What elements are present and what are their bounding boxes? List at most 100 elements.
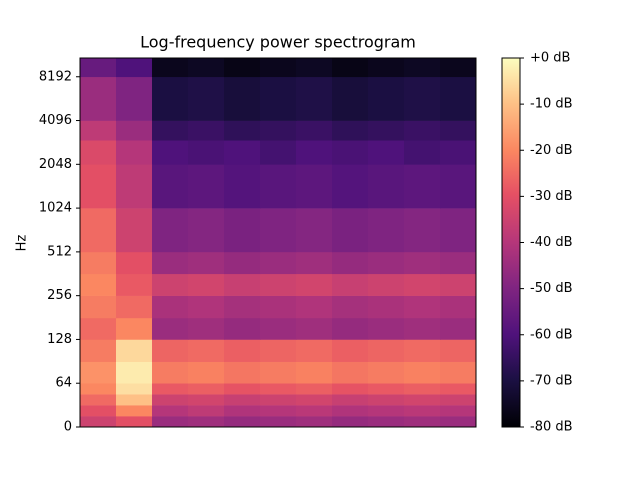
heatmap-cell [440, 58, 477, 78]
colorbar-tick-label: -50 dB [530, 281, 573, 296]
heatmap-cell [368, 416, 405, 428]
heatmap-cell [116, 361, 153, 384]
heatmap-cell [152, 164, 189, 209]
heatmap-cell [368, 273, 405, 296]
y-tick-label: 4096 [39, 113, 72, 128]
heatmap-cell [260, 394, 297, 406]
heatmap-cell [440, 76, 477, 121]
heatmap-cell [440, 394, 477, 406]
heatmap-cell [188, 317, 225, 340]
heatmap-cell [224, 140, 261, 165]
heatmap-cell [224, 394, 261, 406]
heatmap-cell [404, 76, 441, 121]
heatmap-cell [404, 251, 441, 275]
heatmap-cell [332, 416, 369, 428]
heatmap-cell [296, 361, 333, 384]
heatmap-cell [188, 295, 225, 319]
heatmap-cell [152, 383, 189, 395]
heatmap-cell [80, 394, 117, 406]
heatmap-cell [188, 383, 225, 395]
heatmap-cell [368, 339, 405, 362]
heatmap-cell [332, 295, 369, 319]
heatmap-cell [296, 339, 333, 362]
heatmap-cell [368, 164, 405, 209]
heatmap-cell [368, 383, 405, 395]
heatmap-cell [296, 295, 333, 319]
heatmap-cell [296, 416, 333, 428]
heatmap-cell [224, 76, 261, 121]
heatmap-cell [224, 251, 261, 275]
heatmap-cell [404, 273, 441, 296]
heatmap-cell [80, 405, 117, 417]
heatmap-cell [80, 416, 117, 428]
y-axis-label: Hz [15, 235, 30, 252]
heatmap-cell [116, 273, 153, 296]
heatmap-cell [440, 140, 477, 165]
heatmap-cell [368, 58, 405, 78]
heatmap-cell [152, 361, 189, 384]
heatmap-cell [260, 120, 297, 141]
heatmap-cell [332, 273, 369, 296]
y-tick-label: 2048 [39, 157, 72, 172]
heatmap-cell [440, 273, 477, 296]
heatmap-cell [188, 405, 225, 417]
heatmap-cell [116, 383, 153, 395]
heatmap-cell [296, 405, 333, 417]
heatmap-cell [404, 295, 441, 319]
y-tick-label: 128 [47, 332, 72, 347]
heatmap-cell [296, 317, 333, 340]
heatmap-cell [332, 383, 369, 395]
heatmap-cell [260, 164, 297, 209]
heatmap-cell [116, 76, 153, 121]
heatmap-cell [152, 339, 189, 362]
y-tick-label: 64 [55, 376, 72, 391]
heatmap-cell [116, 416, 153, 428]
heatmap-cell [260, 140, 297, 165]
heatmap-cell [404, 405, 441, 417]
heatmap-cell [188, 140, 225, 165]
heatmap-cell [368, 208, 405, 253]
heatmap-cell [260, 251, 297, 275]
heatmap-cell [188, 164, 225, 209]
heatmap-cell [440, 208, 477, 253]
heatmap-cell [404, 361, 441, 384]
heatmap-cell [224, 405, 261, 417]
heatmap-cell [188, 120, 225, 141]
heatmap-cell [80, 317, 117, 340]
heatmap-cell [116, 295, 153, 319]
heatmap-cell [224, 273, 261, 296]
chart-title: Log-frequency power spectrogram [140, 33, 416, 52]
heatmap-cell [404, 339, 441, 362]
heatmap-cell [152, 295, 189, 319]
y-tick-label: 1024 [39, 201, 72, 216]
heatmap-cell [188, 58, 225, 78]
heatmap-cell [440, 164, 477, 209]
heatmap-cell [80, 120, 117, 141]
heatmap-cell [116, 58, 153, 78]
y-tick-label: 8192 [39, 69, 72, 84]
heatmap-cell [152, 273, 189, 296]
heatmap-cell [368, 295, 405, 319]
heatmap-cell [152, 416, 189, 428]
plot-frame [79, 57, 477, 428]
heatmap-cell [188, 416, 225, 428]
heatmap-cell [260, 295, 297, 319]
heatmap-cell [440, 361, 477, 384]
heatmap-cell [404, 416, 441, 428]
heatmap-cell [260, 416, 297, 428]
heatmap-cell [296, 140, 333, 165]
heatmap-cell [332, 339, 369, 362]
colorbar-tick-label: -80 dB [530, 420, 573, 435]
heatmap-cell [116, 164, 153, 209]
heatmap-cell [368, 405, 405, 417]
colorbar-tick-label: -60 dB [530, 327, 573, 342]
colorbar-tick-label: -20 dB [530, 143, 573, 158]
heatmap-cell [224, 120, 261, 141]
heatmap-cell [80, 273, 117, 296]
heatmap-cell [116, 208, 153, 253]
heatmap-cell [260, 317, 297, 340]
heatmap-cell [332, 208, 369, 253]
heatmap-cell [368, 361, 405, 384]
colorbar-tick-label: +0 dB [530, 51, 570, 66]
heatmap-cell [296, 120, 333, 141]
